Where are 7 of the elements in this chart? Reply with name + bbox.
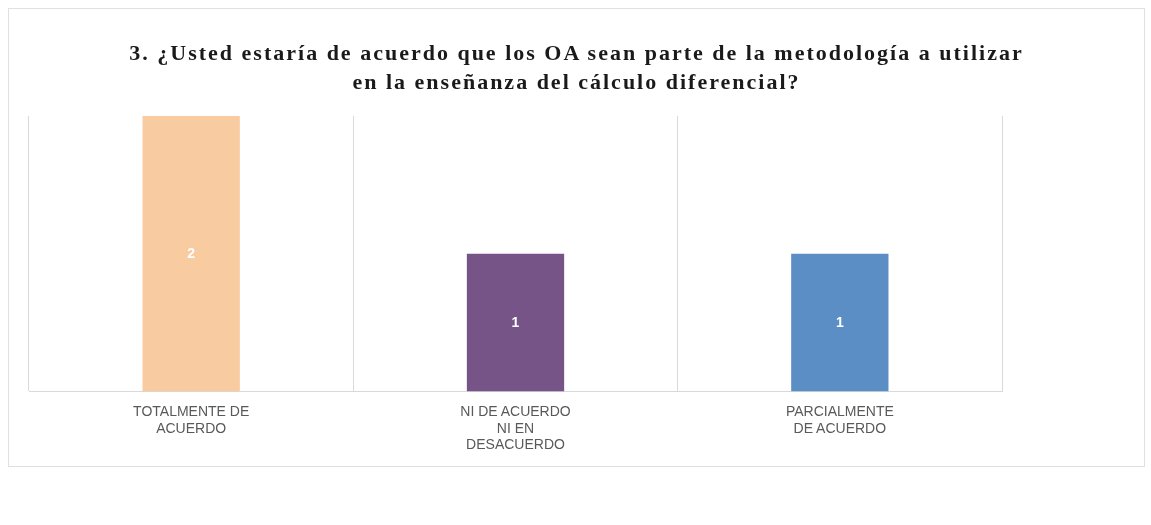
data-label: 2	[187, 244, 196, 261]
x-tick-label: TOTALMENTE DE ACUERDO	[133, 403, 250, 436]
data-label: 1	[835, 313, 844, 330]
data-label: 1	[511, 313, 520, 330]
x-tick-label: NI DE ACUERDO NI EN DESACUERDO	[460, 403, 571, 453]
chart-title: 3. ¿Usted estaría de acuerdo que los OA sean parte de la metodología a utilizar en la enseñanza del cálculo diferencial?	[128, 39, 1025, 96]
x-tick-label: PARCIALMENTE DE ACUERDO	[785, 403, 894, 436]
